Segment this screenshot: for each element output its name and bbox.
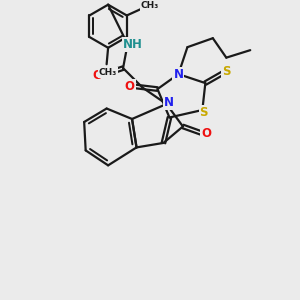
Text: N: N <box>164 96 174 109</box>
Text: O: O <box>201 128 211 140</box>
Text: O: O <box>125 80 135 93</box>
Text: NH: NH <box>123 38 143 51</box>
Text: CH₃: CH₃ <box>141 1 159 10</box>
Text: S: S <box>200 106 208 119</box>
Text: S: S <box>222 64 230 78</box>
Text: N: N <box>173 68 183 81</box>
Text: O: O <box>93 69 103 82</box>
Text: CH₃: CH₃ <box>99 68 117 77</box>
